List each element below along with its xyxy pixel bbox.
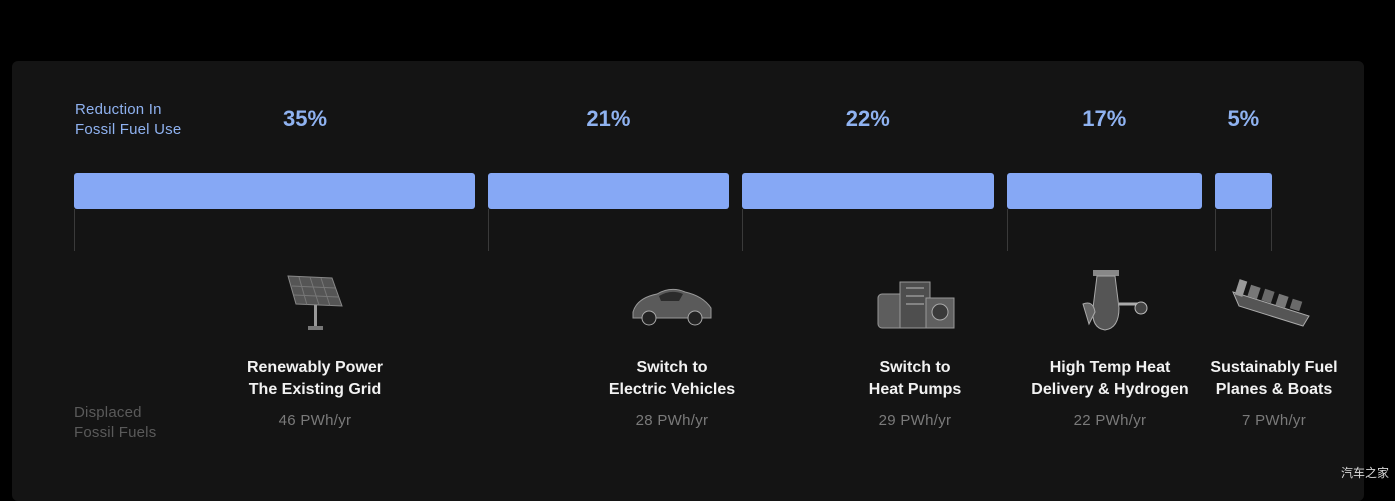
- bar-segment: [1215, 173, 1272, 209]
- category-title-line: Renewably Power: [215, 357, 415, 379]
- displaced-label-line: Displaced: [74, 403, 156, 423]
- reduction-label-line: Fossil Fuel Use: [75, 120, 181, 140]
- segment-tick: [1007, 209, 1008, 251]
- displaced-label: Displaced Fossil Fuels: [74, 403, 156, 443]
- category-title-line: Heat Pumps: [815, 379, 1015, 401]
- percent-label: 5%: [1203, 106, 1283, 132]
- bar-segment: [742, 173, 994, 209]
- segment-tick: [742, 209, 743, 251]
- solar-panel-icon: [270, 268, 360, 338]
- category-title-line: Sustainably Fuel: [1174, 357, 1374, 379]
- watermark: 汽车之家: [1341, 464, 1389, 481]
- percent-label: 21%: [568, 106, 648, 132]
- displaced-energy-value: 7 PWh/yr: [1194, 412, 1354, 429]
- reduction-label-line: Reduction In: [75, 100, 181, 120]
- industrial-heat-icon: [1065, 268, 1155, 338]
- bar-segment: [488, 173, 729, 209]
- category-title-line: Switch to: [572, 357, 772, 379]
- category-title-line: Electric Vehicles: [572, 379, 772, 401]
- percent-label: 35%: [265, 106, 345, 132]
- segment-tick: [1271, 209, 1272, 251]
- segment-tick: [1215, 209, 1216, 251]
- category-title-line: Switch to: [815, 357, 1015, 379]
- displaced-label-line: Fossil Fuels: [74, 423, 156, 443]
- bar-segment: [74, 173, 475, 209]
- segment-tick: [488, 209, 489, 251]
- displaced-energy-value: 46 PWh/yr: [235, 412, 395, 429]
- electric-car-icon: [627, 268, 717, 338]
- displaced-energy-value: 29 PWh/yr: [835, 412, 995, 429]
- bar-segment: [1007, 173, 1202, 209]
- segment-tick: [74, 209, 75, 251]
- heat-pump-icon: [870, 268, 960, 338]
- category-title-line: The Existing Grid: [215, 379, 415, 401]
- displaced-energy-value: 28 PWh/yr: [592, 412, 752, 429]
- percent-label: 22%: [828, 106, 908, 132]
- reduction-label: Reduction In Fossil Fuel Use: [75, 100, 181, 140]
- percent-label: 17%: [1064, 106, 1144, 132]
- cargo-ship-icon: [1229, 268, 1319, 338]
- category-title-line: Planes & Boats: [1174, 379, 1374, 401]
- displaced-energy-value: 22 PWh/yr: [1030, 412, 1190, 429]
